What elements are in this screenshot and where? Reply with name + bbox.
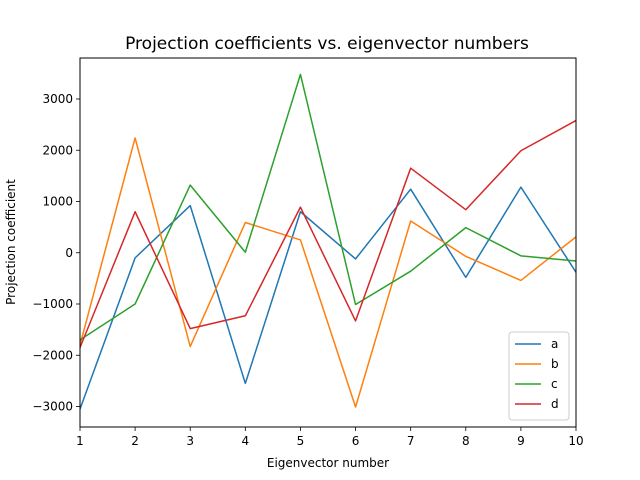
x-tick-label: 6 (352, 434, 360, 448)
legend-label-b: b (551, 357, 559, 371)
y-axis-label: Projection coefficient (4, 179, 18, 305)
series-line-d (80, 119, 576, 349)
y-tick-label: 0 (65, 246, 73, 260)
x-tick-label: 7 (407, 434, 415, 448)
x-tick-label: 3 (186, 434, 194, 448)
x-tick-label: 10 (568, 434, 583, 448)
legend-box (508, 331, 570, 421)
series-line-c (80, 73, 576, 341)
plot-frame (79, 57, 577, 428)
series-line-a (80, 186, 576, 411)
x-tick-label: 8 (462, 434, 470, 448)
x-axis: 1 2 3 4 5 6 7 8 9 10 (76, 427, 584, 448)
y-tick-label: −3000 (32, 400, 73, 414)
x-tick-label: 2 (131, 434, 139, 448)
y-tick-label: −1000 (32, 297, 73, 311)
x-axis-label: Eigenvector number (267, 456, 389, 470)
series-line-b (80, 137, 576, 408)
x-tick-label: 5 (297, 434, 305, 448)
legend-label-c: c (551, 377, 558, 391)
legend-label-a: a (551, 337, 558, 351)
y-tick-label: 3000 (42, 92, 73, 106)
y-tick-label: 2000 (42, 143, 73, 157)
y-tick-label: 1000 (42, 195, 73, 209)
x-tick-label: 4 (242, 434, 250, 448)
y-axis: −3000 −2000 −1000 0 1000 2000 3000 (32, 92, 80, 414)
legend-label-d: d (551, 397, 559, 411)
y-tick-label: −2000 (32, 348, 73, 362)
chart-title: Projection coefficients vs. eigenvector … (125, 34, 529, 54)
x-tick-label: 1 (76, 434, 84, 448)
x-tick-label: 9 (517, 434, 525, 448)
